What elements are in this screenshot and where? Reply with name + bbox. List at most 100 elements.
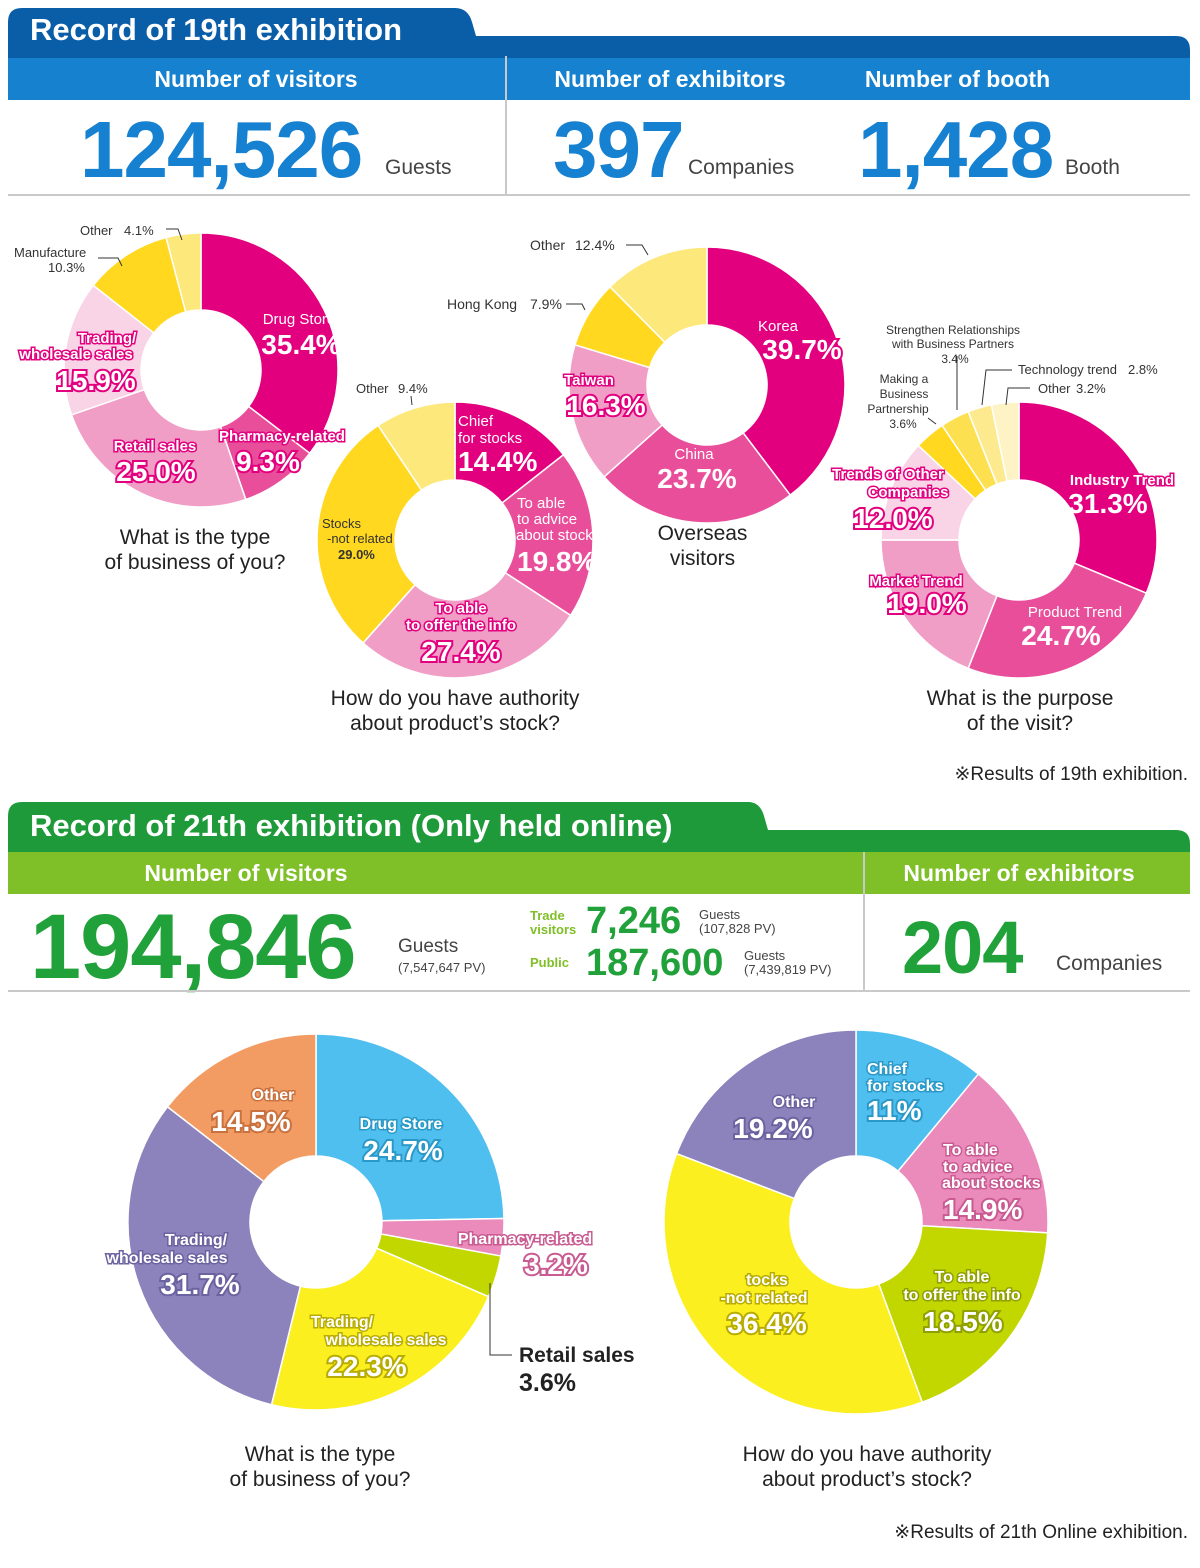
visitors19-header: Number of visitors — [154, 65, 358, 92]
b21-other-pct: 14.5% — [211, 1106, 290, 1137]
public-pv: (7,439,819 PV) — [744, 962, 832, 977]
o19-hk-label: Hong Kong — [447, 296, 517, 312]
authority19-slice-1 — [501, 453, 594, 617]
a21-stocks-l1: tocks — [746, 1272, 788, 1289]
b21-question: What is the type of business of you? — [229, 1443, 411, 1491]
section21-header-shape — [8, 802, 1190, 894]
o19-other-pct: 12.4% — [575, 237, 615, 253]
o19-korea-pct: 39.7% — [762, 334, 841, 365]
exhibitors19-unit: Companies — [688, 156, 795, 179]
p19-other-label: Other — [1038, 381, 1071, 396]
a21-adv-l2: to advice — [943, 1159, 1012, 1176]
b21-tw2-l1: Trading/ — [311, 1314, 374, 1331]
visitors21-unit: Guests — [398, 936, 459, 957]
b21-tw-l1: Trading/ — [165, 1232, 228, 1249]
p19-mkt-label: Market Trend — [869, 573, 962, 590]
section21-divider — [863, 852, 865, 990]
b21-other-label: Other — [252, 1087, 295, 1104]
p19-prod-pct: 24.7% — [1021, 620, 1100, 651]
a19-stocks-pct: 29.0% — [338, 547, 375, 562]
authority19-slice-4 — [377, 401, 456, 492]
trade-pv: (107,828 PV) — [699, 921, 776, 936]
section19-bottom-rule — [8, 194, 1190, 196]
b19-pharm-pct: 9.3% — [236, 446, 300, 477]
visitors21-header: Number of visitors — [144, 859, 348, 886]
a19-chief-l1: Chief — [458, 413, 494, 430]
p19-toc-l2: Companies — [868, 484, 949, 501]
a21-chief-pct: 11% — [867, 1095, 922, 1126]
a19-offer-l1: To able — [435, 600, 486, 617]
p19-mk-l1: Making a — [880, 372, 929, 386]
business19-slice-3 — [63, 284, 155, 416]
authority21-slice-4 — [675, 1029, 857, 1200]
o19-china-pct: 23.7% — [657, 463, 736, 494]
a19-other-label: Other — [356, 381, 389, 396]
a19-chief-pct: 14.4% — [458, 446, 537, 477]
a19-question: How do you have authority about product’s… — [330, 687, 580, 735]
o19-question: Overseas visitors — [657, 522, 748, 570]
visitors21-pv: (7,547,647 PV) — [398, 960, 486, 975]
a19-other-pct: 9.4% — [398, 381, 428, 396]
business19-slice-0 — [200, 232, 339, 455]
a21-stocks-l2: -not related — [720, 1290, 807, 1307]
p19-mk-l3: Partnership — [867, 402, 929, 416]
a21-other-label: Other — [773, 1094, 816, 1111]
section19-header-shape — [8, 8, 1190, 100]
note21: ※Results of 21th Online exhibition. — [894, 1522, 1188, 1543]
authority21-slice-3 — [663, 1152, 924, 1415]
a21-adv-l3: about stocks — [942, 1175, 1041, 1192]
b21-tw-l2: wholesale sales — [106, 1250, 228, 1267]
chart-purpose19 — [880, 401, 1158, 679]
p19-mk-l2: Business — [880, 387, 929, 401]
business21-slice-4 — [127, 1105, 302, 1406]
chart-authority21 — [663, 1029, 1049, 1415]
o19-china-label: China — [674, 446, 714, 463]
business21-slice-0 — [315, 1033, 505, 1222]
a21-question: How do you have authority about product’s… — [742, 1443, 992, 1491]
o19-taiwan-pct: 16.3% — [566, 390, 645, 421]
b21-retail-label: Retail sales — [519, 1344, 635, 1367]
p19-str-l2: with Business Partners — [891, 337, 1014, 351]
b19-other-pct: 4.1% — [124, 223, 154, 238]
b19-manu-label: Manufacture — [14, 245, 86, 260]
b19-other-label: Other — [80, 223, 113, 238]
b19-question: What is the type of business of you? — [104, 526, 286, 574]
a21-adv-l1: To able — [943, 1142, 998, 1159]
a19-adv-l1: To able — [517, 495, 565, 512]
p19-str-l1: Strengthen Relationships — [886, 323, 1020, 337]
purpose19-slice-0 — [1018, 401, 1158, 595]
leader-lines-19 — [98, 228, 1030, 425]
a19-adv-l2: to advice — [517, 511, 577, 528]
a21-other-pct: 19.2% — [733, 1113, 812, 1144]
section19-divider — [505, 56, 507, 196]
note19: ※Results of 19th exhibition. — [954, 764, 1189, 785]
public-unit: Guests — [744, 948, 786, 963]
p19-ind-pct: 31.3% — [1068, 488, 1147, 519]
o19-other-label: Other — [530, 237, 565, 253]
p19-mk-pct: 3.6% — [889, 417, 917, 431]
b21-pharm-label: Pharmacy-related — [458, 1231, 592, 1248]
booth19-value: 1,428 — [858, 105, 1054, 194]
p19-mkt-pct: 19.0% — [887, 588, 966, 619]
o19-korea-label: Korea — [758, 318, 799, 335]
section21-title: Record of 21th exhibition (Only held onl… — [30, 808, 673, 843]
p19-toc-pct: 12.0% — [853, 503, 932, 534]
purpose19-slice-1 — [967, 562, 1148, 679]
b19-pharm-label: Pharmacy-related — [219, 428, 345, 445]
business21-slice-3 — [270, 1247, 490, 1411]
a19-adv-pct: 19.8% — [517, 546, 596, 577]
a19-offer-pct: 27.4% — [421, 636, 500, 667]
b19-trading-l2: wholesale sales — [18, 346, 132, 363]
business19-slice-2 — [70, 388, 247, 508]
a19-stocks-l2: -not related — [327, 531, 393, 546]
exhibitors21-value: 204 — [902, 906, 1023, 989]
overseas19-slice-0 — [706, 246, 846, 497]
b19-retail-label: Retail sales — [114, 438, 197, 455]
authority21-slice-0 — [855, 1029, 980, 1173]
trade-label-2: visitors — [530, 922, 577, 937]
b19-drug-label: Drug Store — [263, 311, 336, 328]
b19-retail-pct: 25.0% — [116, 456, 195, 487]
p19-str-pct: 3.4% — [941, 352, 969, 366]
authority21-slice-1 — [897, 1073, 1049, 1234]
b19-drug-pct: 35.4% — [261, 329, 340, 360]
